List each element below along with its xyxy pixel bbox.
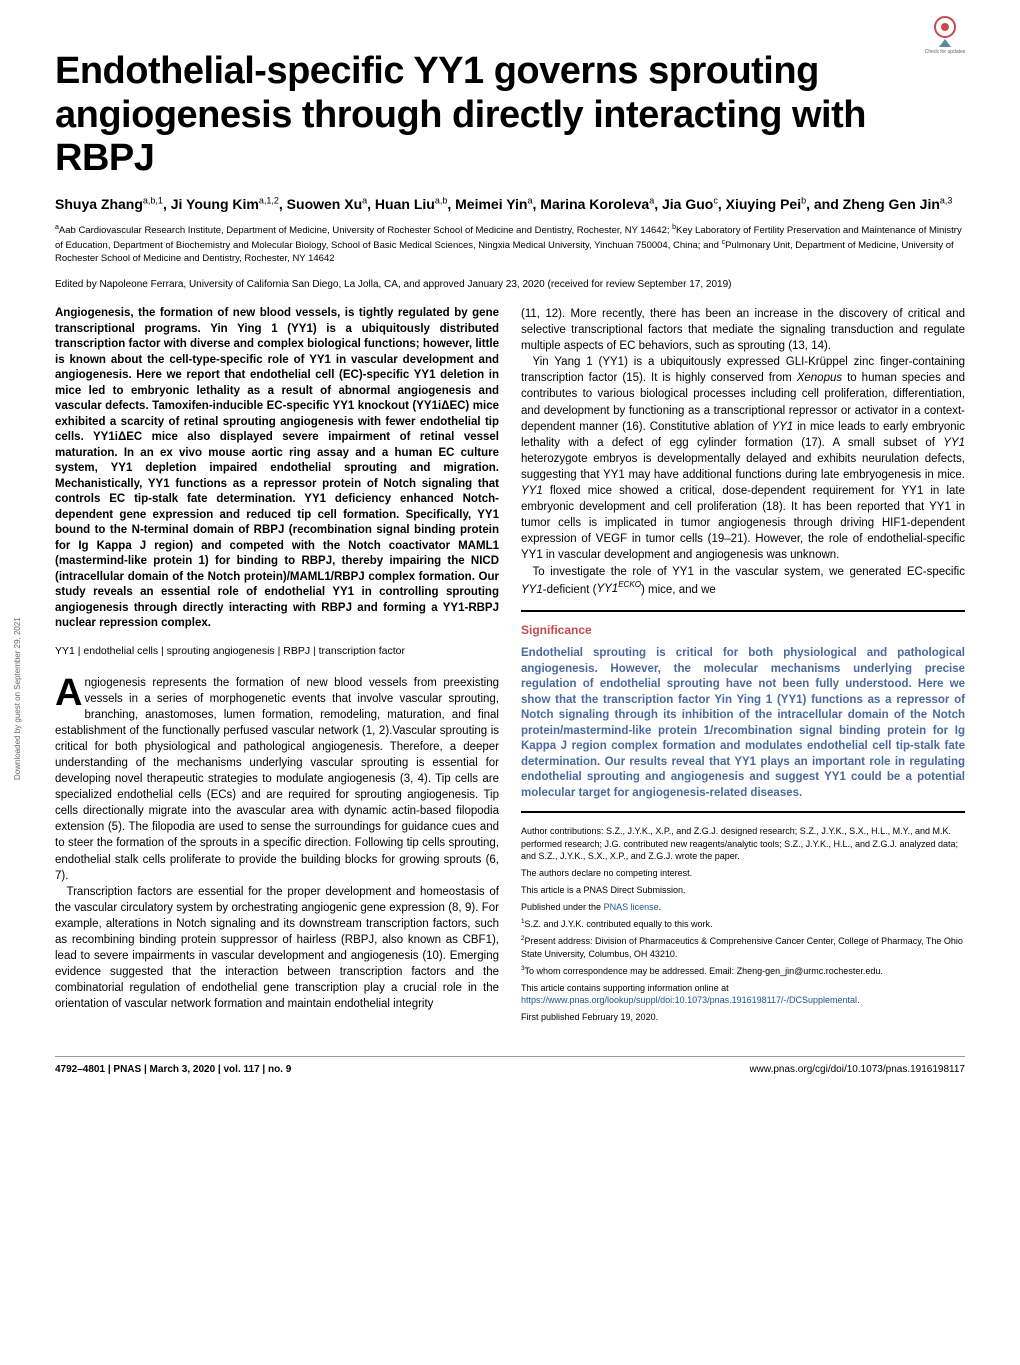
abstract: Angiogenesis, the formation of new blood… [55,306,499,632]
supplemental-line: This article contains supporting informa… [521,982,965,1006]
article-title: Endothelial-specific YY1 governs sprouti… [55,50,965,181]
footnote-1: 1S.Z. and J.Y.K. contributed equally to … [521,918,965,930]
left-column: Angiogenesis, the formation of new blood… [55,306,499,1028]
dropcap: A [55,675,84,709]
page-footer: 4792–4801 | PNAS | March 3, 2020 | vol. … [55,1056,965,1077]
footnote-3: 3To whom correspondence may be addressed… [521,965,965,977]
direct-submission: This article is a PNAS Direct Submission… [521,884,965,896]
body-p5: To investigate the role of YY1 in the va… [521,564,965,598]
license-line: Published under the PNAS license. [521,901,965,913]
pnas-license-link[interactable]: PNAS license [604,902,659,912]
significance-heading: Significance [521,622,965,639]
body-text-left: Angiogenesis represents the formation of… [55,675,499,1013]
footer-right: www.pnas.org/cgi/doi/10.1073/pnas.191619… [749,1063,965,1077]
body-p4: Yin Yang 1 (YY1) is a ubiquitously expre… [521,354,965,563]
authors-list: Shuya Zhanga,b,1, Ji Young Kima,1,2, Suo… [55,195,965,213]
supplemental-link[interactable]: https://www.pnas.org/lookup/suppl/doi:10… [521,995,857,1005]
footnotes: Author contributions: S.Z., J.Y.K., X.P.… [521,825,965,1023]
competing-interest: The authors declare no competing interes… [521,867,965,879]
editor-line: Edited by Napoleone Ferrara, University … [55,278,965,292]
body-p1: ngiogenesis represents the formation of … [55,677,499,882]
body-p3: (11, 12). More recently, there has been … [521,306,965,354]
download-watermark: Downloaded by guest on September 29, 202… [12,617,23,780]
significance-box: Significance Endothelial sprouting is cr… [521,610,965,814]
right-column: (11, 12). More recently, there has been … [521,306,965,1028]
affiliations: aAab Cardiovascular Research Institute, … [55,223,965,266]
keywords: YY1 | endothelial cells | sprouting angi… [55,644,499,659]
check-updates-icon[interactable]: Check for updates [925,15,965,55]
first-published: First published February 19, 2020. [521,1011,965,1023]
footnote-2: 2Present address: Division of Pharmaceut… [521,935,965,959]
body-text-right: (11, 12). More recently, there has been … [521,306,965,598]
body-p2: Transcription factors are essential for … [55,884,499,1013]
footer-left: 4792–4801 | PNAS | March 3, 2020 | vol. … [55,1063,291,1077]
significance-text: Endothelial sprouting is critical for bo… [521,646,965,801]
author-contributions: Author contributions: S.Z., J.Y.K., X.P.… [521,825,965,861]
svg-text:Check for updates: Check for updates [925,49,965,55]
